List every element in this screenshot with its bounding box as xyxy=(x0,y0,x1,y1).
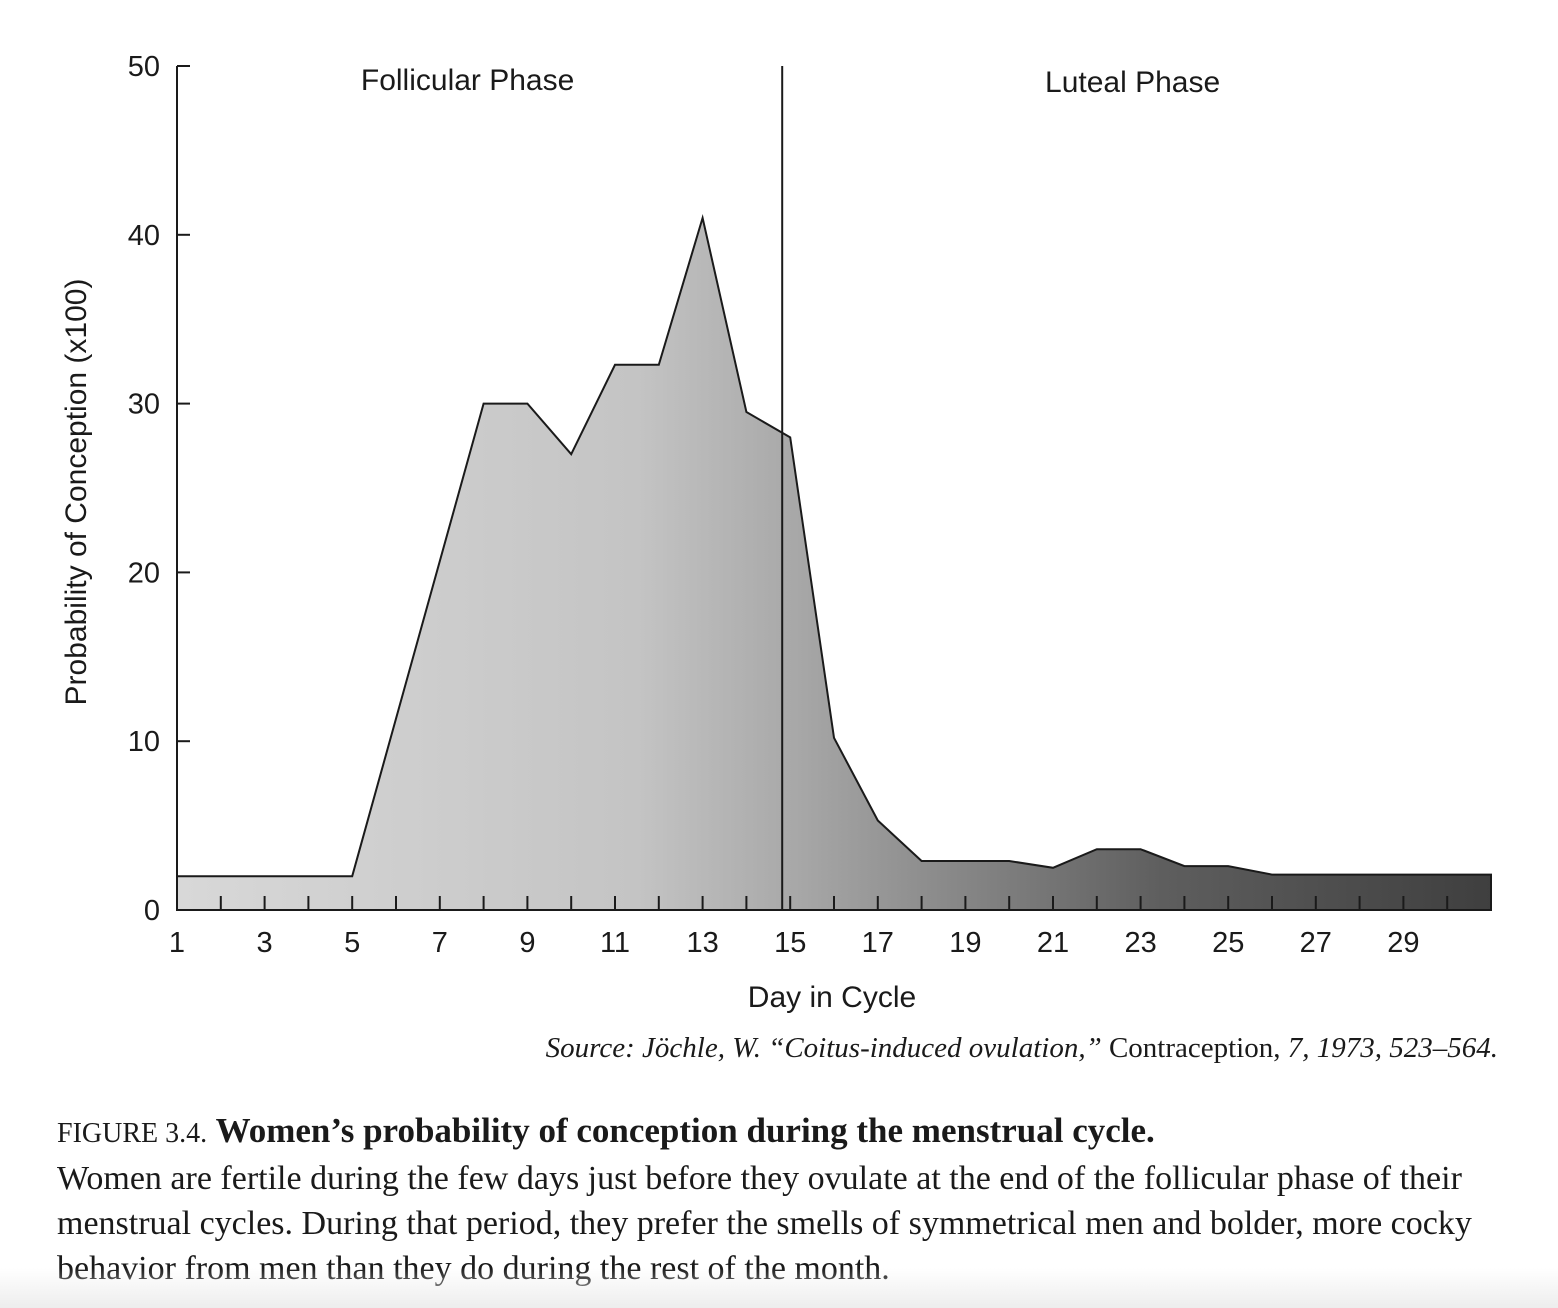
figure-label: FIGURE 3.4. xyxy=(57,1118,208,1149)
x-tick-label: 21 xyxy=(1037,927,1069,959)
x-tick-label: 15 xyxy=(774,927,806,959)
source-journal: Contraception, xyxy=(1101,1032,1281,1064)
x-tick-label: 1 xyxy=(169,927,185,959)
x-tick-label: 13 xyxy=(686,927,718,959)
x-tick-label: 25 xyxy=(1212,927,1244,959)
x-tick-label: 27 xyxy=(1300,927,1332,959)
y-tick-label: 40 xyxy=(128,220,160,252)
y-tick-label: 50 xyxy=(128,51,160,83)
x-tick-label: 17 xyxy=(862,927,894,959)
conception-area xyxy=(176,213,1492,911)
y-tick-label: 10 xyxy=(128,726,160,758)
y-tick-label: 20 xyxy=(128,557,160,589)
source-suffix: 7, 1973, 523–564. xyxy=(1280,1032,1498,1064)
y-tick-label: 30 xyxy=(128,389,160,421)
figure-caption: FIGURE 3.4. Women’s probability of conce… xyxy=(57,1108,1517,1291)
figure-title: Women’s probability of conception during… xyxy=(215,1111,1155,1150)
y-axis-title: Probability of Conception (x100) xyxy=(60,279,93,706)
x-axis-title: Day in Cycle xyxy=(748,981,916,1014)
bottom-fade xyxy=(0,1268,1558,1308)
x-tick-label: 29 xyxy=(1387,927,1419,959)
x-tick-label: 19 xyxy=(949,927,981,959)
x-tick-label: 5 xyxy=(344,927,360,959)
x-tick-label: 7 xyxy=(432,927,448,959)
x-tick-label: 9 xyxy=(519,927,535,959)
luteal-phase-label: Luteal Phase xyxy=(1045,66,1220,99)
source-prefix: Source: Jöchle, W. “Coitus-induced ovula… xyxy=(545,1032,1102,1064)
source-citation: Source: Jöchle, W. “Coitus-induced ovula… xyxy=(546,1032,1498,1065)
area-layer xyxy=(176,213,1492,911)
y-tick-label: 0 xyxy=(144,895,160,927)
x-tick-label: 23 xyxy=(1124,927,1156,959)
x-tick-label: 11 xyxy=(600,927,630,959)
x-tick-label: 3 xyxy=(257,927,273,959)
follicular-phase-label: Follicular Phase xyxy=(361,64,574,97)
